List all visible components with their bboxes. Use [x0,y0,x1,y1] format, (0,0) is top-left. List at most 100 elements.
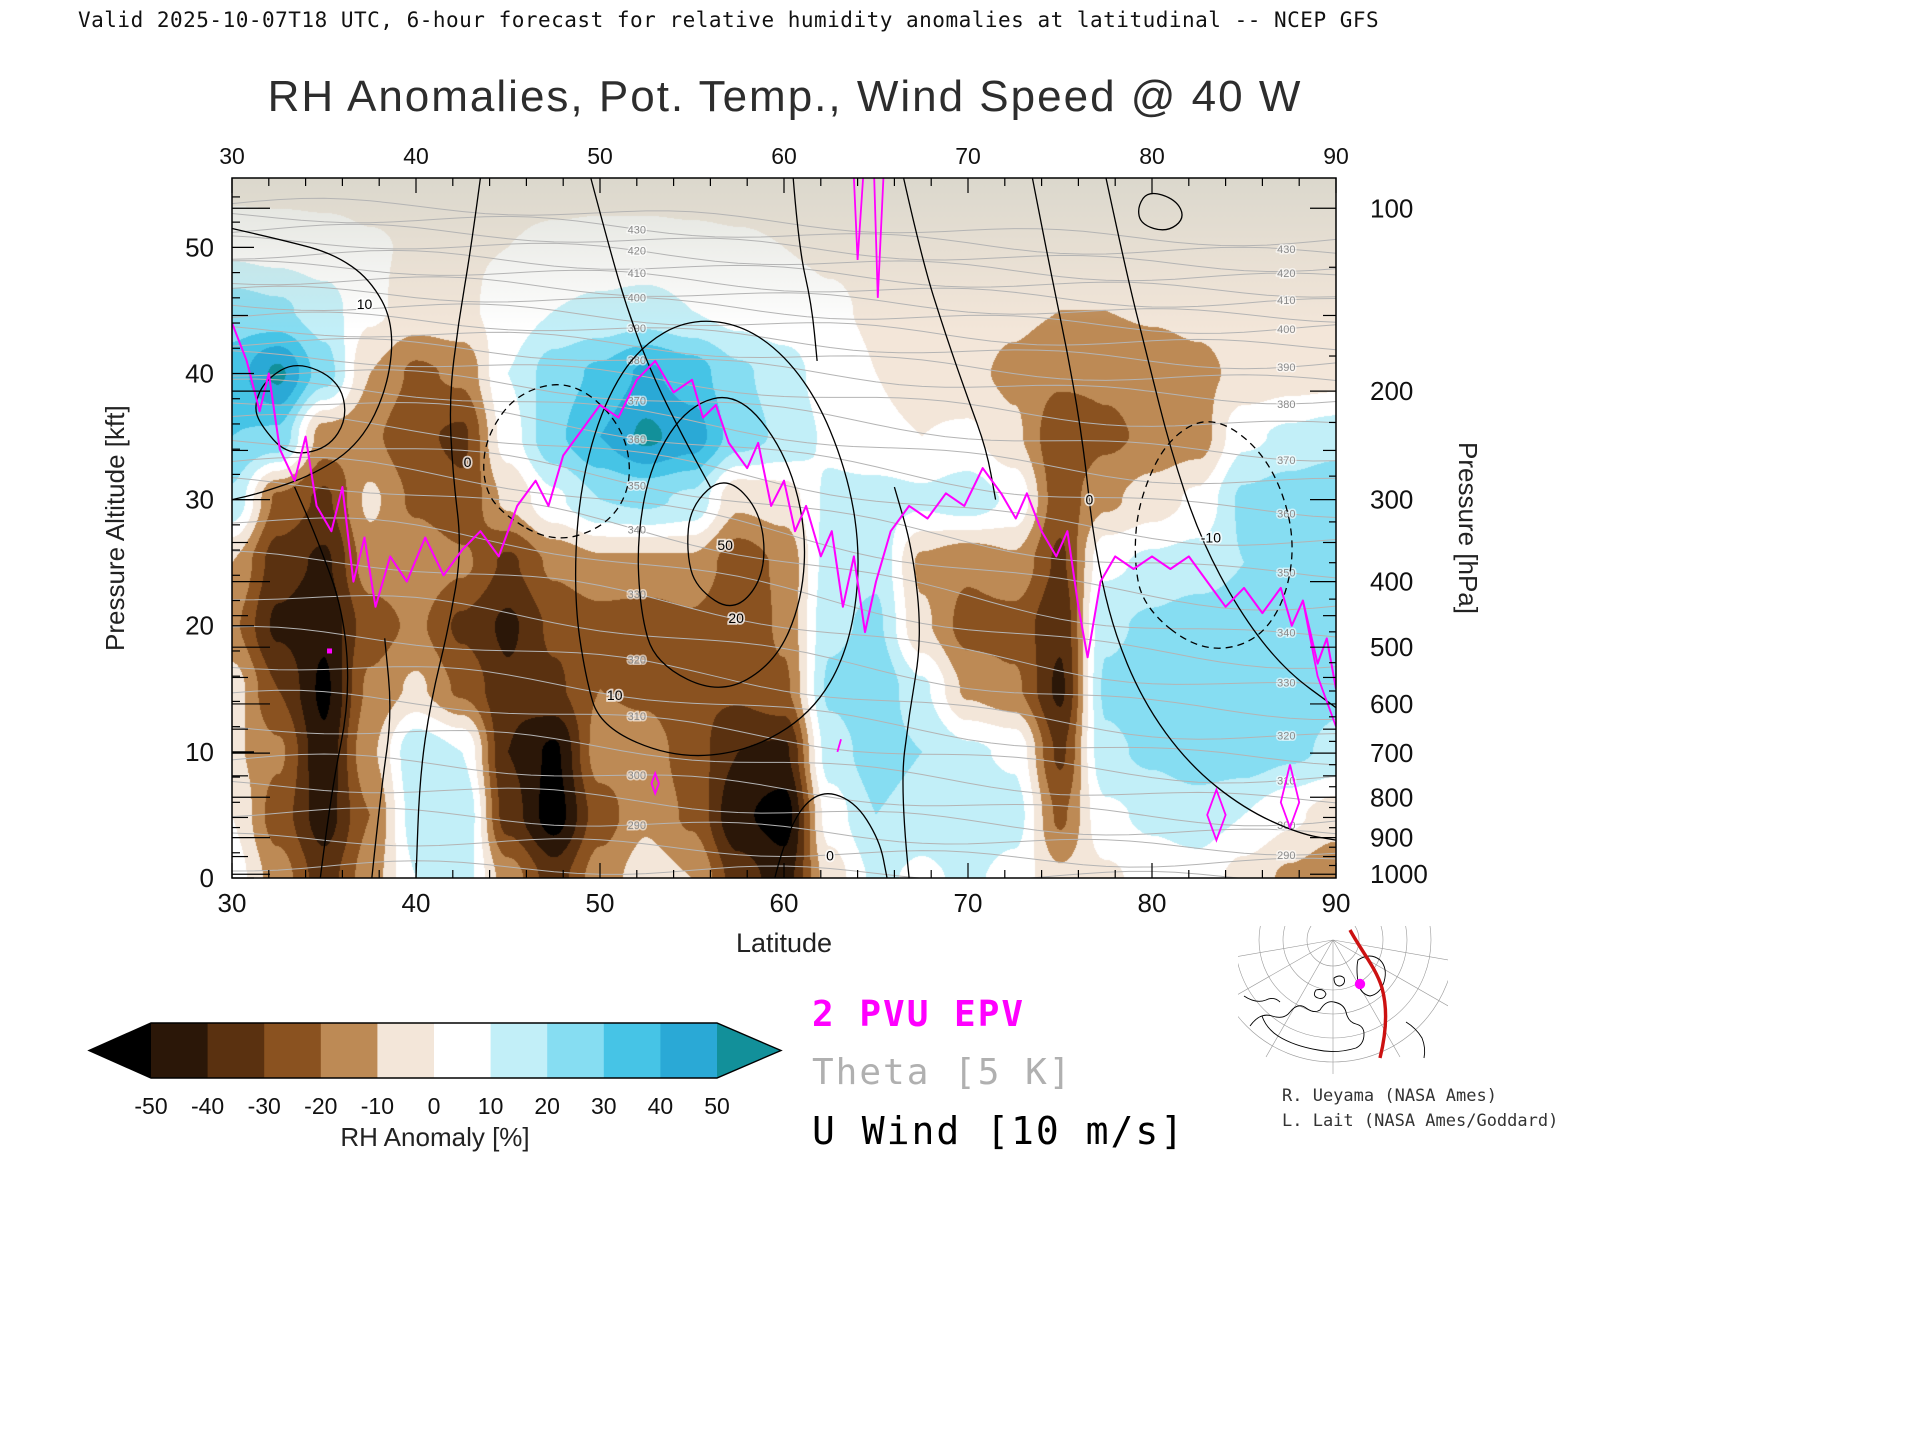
u-wind-contour [483,384,630,539]
theta-contours-layer: 2902903003003103103203203303303403403503… [232,197,1336,878]
theta-contour-label: 290 [1277,850,1295,862]
theta-contour-label: 300 [628,770,646,782]
map-coastlines [1243,955,1426,1059]
x-axis-title: Latitude [735,928,833,958]
u-wind-contour [1031,178,1336,841]
u-wind-contour [893,486,920,878]
colorbar-cell [490,1023,548,1078]
theta-contour-line [232,753,1336,827]
epv-contour [232,322,1336,689]
u-wind-contour [687,482,765,607]
y-right-tick-label: 800 [1370,782,1413,812]
epv-mark [836,739,842,753]
theta-contour-line [232,401,1336,518]
theta-contour-line [232,832,1336,868]
colorbar-cell [547,1023,605,1078]
u-wind-contour [255,364,346,454]
theta-contour-line [232,594,1336,720]
theta-contour-label: 410 [1277,295,1295,307]
y-right-tick-label: 300 [1370,485,1413,515]
theta-contour-label: 410 [628,268,646,280]
u-wind-contour [415,178,482,878]
x-tick-label: 60 [770,888,799,918]
u-wind-contours-layer: 0 10 10 20 50 0 -10 0 [232,178,1336,878]
theta-contour-label: 350 [628,480,646,492]
y-right-tick-label: 500 [1370,632,1413,662]
epv-mark [650,770,660,797]
map-graticule [1238,926,1448,1074]
credit-line-1: R. Ueyama (NASA Ames) [1282,1086,1497,1106]
y-right-axis-title: Pressure [hPa] [1453,442,1483,614]
theta-contour-line [232,369,1336,462]
theta-contour-label: 380 [628,355,646,367]
colorbar-tick-label: -20 [304,1093,337,1119]
y-right-tick-label: 1000 [1370,859,1428,889]
theta-contour-line [232,477,1336,638]
u-wind-contour [590,178,711,488]
colorbar-cell [320,1023,378,1078]
theta-contour-label: 400 [628,293,646,305]
u-wind-contour [293,486,349,878]
inset-map [1238,926,1448,1074]
theta-contour-label: 320 [628,654,646,666]
colorbar-cell [434,1023,492,1078]
theta-contour-line [232,235,1336,282]
colorbar-tick-label: 30 [591,1093,617,1119]
colorbar-tick-label: 0 [428,1093,441,1119]
theta-contour-label: 390 [628,323,646,335]
epv-mark [1206,787,1227,843]
colorbar-cell [207,1023,265,1078]
u-wind-contour [371,638,391,878]
theta-contour-line [232,456,1336,611]
map-track-line [1348,929,1388,1059]
y-right-tick-label: 600 [1370,689,1413,719]
x-tick-label: 30 [218,888,247,918]
theta-contour-line [232,223,1336,273]
epv-contours-layer [232,178,1336,843]
x-top-tick-label: 90 [1323,143,1349,169]
y-right-tick-label: 100 [1370,193,1413,223]
colorbar-tick-label: 20 [534,1093,560,1119]
theta-contour-label: 310 [628,711,646,723]
theta-contour-line [232,197,1336,247]
theta-contour-label: 400 [1277,324,1295,336]
theta-contour-line [232,213,1336,255]
theta-contour-line [232,326,1336,381]
legend-entry-epv: 2 PVU EPV [812,994,1026,1035]
epv-mark [1302,600,1336,727]
colorbar-tick-label: -30 [248,1093,281,1119]
theta-contour-label: 340 [1277,627,1295,639]
theta-contour-line [232,378,1336,485]
colorbar-under-arrow [89,1023,151,1078]
theta-contour-line [232,550,1336,685]
valid-time-text: Valid 2025-10-07T18 UTC, 6-hour forecast… [78,8,1380,32]
theta-contour-label: 330 [628,589,646,601]
theta-contour-label: 390 [1277,362,1295,374]
colorbar-cell [377,1023,435,1078]
theta-contour-line [232,807,1336,856]
theta-contour-line [232,337,1336,405]
colorbar-tick-label: -40 [191,1093,224,1119]
x-top-tick-label: 80 [1139,143,1165,169]
legend-entry-uwind: U Wind [10 m/s] [812,1109,1186,1153]
credits: R. Ueyama (NASA Ames) L. Lait (NASA Ames… [1282,1084,1558,1134]
u-wind-contour [232,227,393,501]
theta-contour-line [232,689,1336,784]
theta-contour-line [232,311,1336,370]
theta-contour-line [232,260,1336,308]
map-location-dot [1354,978,1366,990]
colorbar: -50 -40 -30 -20 -10 0 10 20 30 40 50 [85,1022,785,1122]
y-left-tick-label: 20 [185,611,214,641]
epv-mark [873,178,885,298]
theta-contour-label: 360 [628,434,646,446]
theta-contour-label: 370 [1277,455,1295,467]
colorbar-outline [87,1022,783,1079]
plot-border [231,177,1337,879]
u-wind-contour [902,178,997,500]
legend-entry-theta: Theta [5 K] [812,1052,1073,1093]
theta-contour-line [232,625,1336,740]
x-tick-label: 70 [954,888,983,918]
colorbar-tick-label: 10 [478,1093,504,1119]
y-left-axis-title: Pressure Altitude [kft] [100,405,130,651]
epv-mark [327,648,333,654]
